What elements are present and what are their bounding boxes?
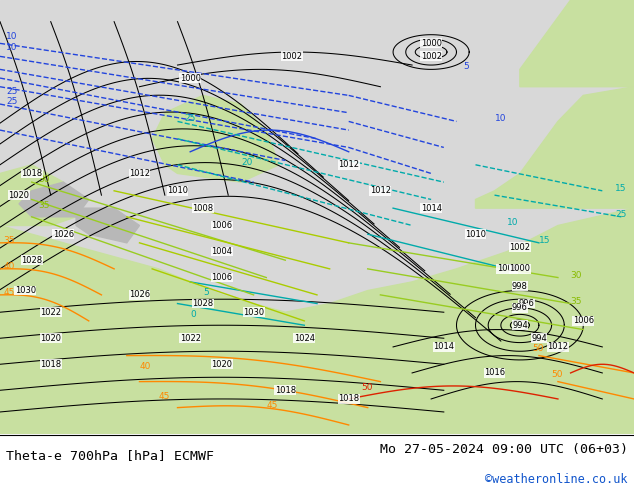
Text: 998: 998 — [512, 282, 528, 291]
Text: 1006: 1006 — [573, 317, 594, 325]
Text: 25: 25 — [615, 210, 626, 219]
Text: 25: 25 — [6, 87, 18, 96]
Text: 994: 994 — [531, 334, 547, 343]
Text: 1010: 1010 — [465, 230, 486, 239]
Text: 30: 30 — [571, 270, 582, 279]
Polygon shape — [0, 208, 634, 434]
Text: 0: 0 — [190, 310, 196, 318]
Text: 1000: 1000 — [509, 265, 531, 273]
Text: 1006: 1006 — [211, 221, 233, 230]
Text: 1020: 1020 — [40, 334, 61, 343]
Polygon shape — [152, 96, 279, 182]
Text: 1018: 1018 — [338, 394, 359, 403]
Text: 1012: 1012 — [129, 169, 150, 178]
Text: 10: 10 — [507, 219, 519, 227]
Text: Theta-e 700hPa [hPa] ECMWF: Theta-e 700hPa [hPa] ECMWF — [6, 448, 214, 462]
Text: 25: 25 — [184, 115, 195, 123]
Text: 1006: 1006 — [211, 273, 233, 282]
Text: 1028: 1028 — [21, 256, 42, 265]
Polygon shape — [19, 182, 89, 217]
Text: 1012: 1012 — [547, 343, 569, 351]
Text: 50: 50 — [533, 344, 544, 353]
Text: 1000: 1000 — [420, 39, 442, 48]
Text: 996: 996 — [518, 299, 534, 308]
Text: 1002: 1002 — [509, 243, 531, 252]
Text: 1030: 1030 — [243, 308, 264, 317]
Text: 1002: 1002 — [420, 52, 442, 61]
Text: 40: 40 — [3, 262, 15, 271]
Text: 1008: 1008 — [192, 204, 214, 213]
Text: Mo 27-05-2024 09:00 UTC (06+03): Mo 27-05-2024 09:00 UTC (06+03) — [380, 443, 628, 456]
Text: 1030: 1030 — [15, 286, 36, 295]
Text: 10: 10 — [6, 43, 18, 52]
Text: 1010: 1010 — [167, 186, 188, 196]
Text: 15: 15 — [539, 236, 550, 245]
Text: 25: 25 — [6, 97, 18, 106]
Polygon shape — [76, 208, 139, 243]
Text: 1020: 1020 — [211, 360, 233, 369]
Text: 996: 996 — [512, 303, 528, 313]
Text: 1022: 1022 — [179, 334, 201, 343]
Text: 45: 45 — [158, 392, 170, 401]
Text: 5: 5 — [463, 62, 469, 72]
Text: 5: 5 — [203, 288, 209, 297]
Text: 1014: 1014 — [420, 204, 442, 213]
Text: 10: 10 — [495, 115, 506, 123]
Text: 1012: 1012 — [370, 186, 391, 196]
Text: 994: 994 — [512, 321, 527, 330]
Text: 1008: 1008 — [496, 265, 518, 273]
Text: 1022: 1022 — [40, 308, 61, 317]
Text: 40: 40 — [139, 362, 151, 370]
Text: 1028: 1028 — [192, 299, 214, 308]
Text: 35: 35 — [3, 236, 15, 245]
Text: 1012: 1012 — [338, 160, 359, 169]
Text: 1018: 1018 — [40, 360, 61, 369]
Text: 35: 35 — [38, 201, 49, 210]
Text: 1020: 1020 — [8, 191, 30, 199]
Text: 30: 30 — [38, 175, 49, 184]
Text: 1000: 1000 — [179, 74, 201, 82]
Text: 1002: 1002 — [281, 52, 302, 61]
Text: 1026: 1026 — [129, 291, 150, 299]
Text: 1014: 1014 — [433, 343, 455, 351]
Text: 1026: 1026 — [53, 230, 74, 239]
Text: 10: 10 — [6, 32, 18, 41]
Text: 50: 50 — [361, 383, 373, 392]
Text: 35: 35 — [571, 296, 582, 306]
Text: 1004: 1004 — [211, 247, 233, 256]
Text: 45: 45 — [266, 401, 278, 410]
Text: 1016: 1016 — [484, 368, 505, 377]
Text: 20: 20 — [241, 158, 252, 167]
Text: 15: 15 — [615, 184, 626, 193]
Text: 1018: 1018 — [21, 169, 42, 178]
Text: ©weatheronline.co.uk: ©weatheronline.co.uk — [485, 473, 628, 487]
Polygon shape — [520, 0, 634, 87]
Polygon shape — [476, 87, 634, 208]
Text: 1024: 1024 — [294, 334, 315, 343]
Text: 50: 50 — [552, 370, 563, 379]
Text: 45: 45 — [3, 288, 15, 297]
Polygon shape — [0, 165, 76, 225]
Text: 1018: 1018 — [275, 386, 296, 395]
